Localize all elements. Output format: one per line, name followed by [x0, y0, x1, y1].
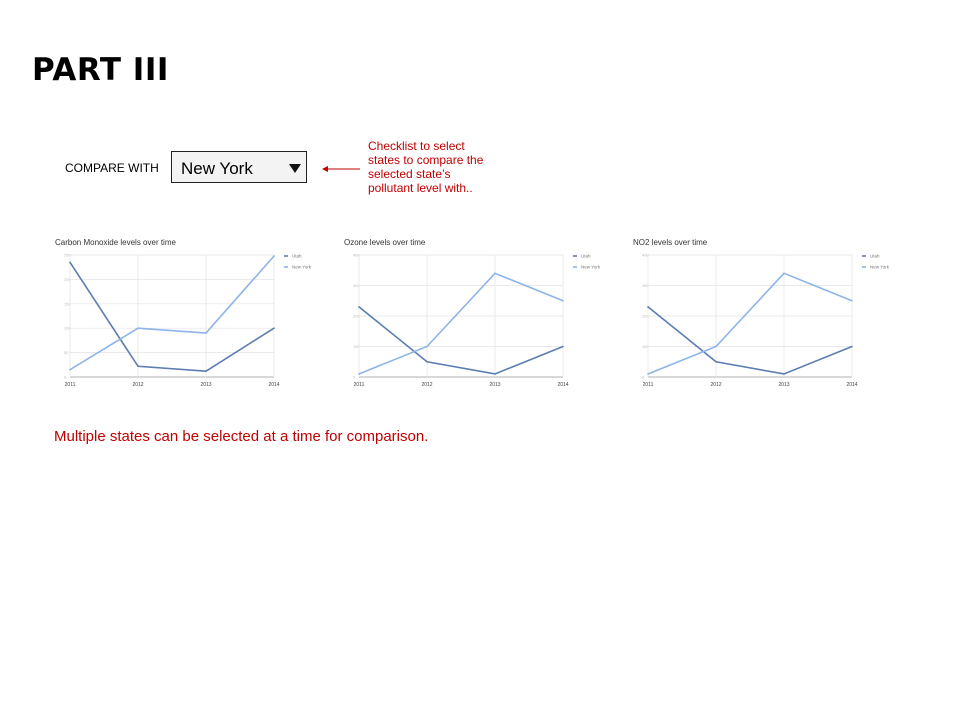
data-point: [851, 345, 853, 348]
chart-plot: 250 200 150 100 50 0 2011 2012 2013 2014 Utah New Y…: [64, 253, 312, 389]
data-point: [426, 360, 428, 363]
footer-note: Multiple states can be selected at a tim…: [54, 428, 429, 445]
x-tick-label: 2014: [268, 382, 279, 388]
y-tick-label: 200: [353, 314, 360, 319]
y-tick-label: 0: [64, 375, 67, 380]
series-line-new-york: [358, 272, 564, 375]
x-tick-label: 2013: [778, 382, 789, 388]
legend-label: Utah: [870, 254, 880, 259]
chart-no2: NO2 levels over time 400 300 200 100 0 2011 20…: [633, 232, 913, 397]
x-tick-label: 2012: [132, 382, 143, 388]
data-point: [494, 272, 496, 275]
series-line-new-york: [69, 255, 275, 371]
page-title: PART III: [32, 52, 169, 88]
y-tick-label: 100: [353, 344, 360, 349]
data-point: [358, 373, 360, 375]
y-tick-label: 250: [64, 253, 71, 258]
chart-title: Carbon Monoxide levels over time: [55, 238, 176, 247]
data-point: [715, 360, 717, 363]
x-tick-label: 2011: [65, 382, 76, 388]
y-tick-label: 300: [642, 283, 649, 288]
x-tick-label: 2014: [846, 382, 857, 388]
x-tick-label: 2011: [643, 382, 654, 388]
y-tick-label: 0: [642, 375, 645, 380]
series-line-utah: [647, 306, 853, 375]
legend-label: New York: [870, 265, 890, 270]
data-point: [426, 345, 428, 348]
chart-carbon-monoxide: Carbon Monoxide levels over time 250 200 1…: [55, 232, 335, 397]
y-tick-label: 200: [642, 314, 649, 319]
data-point: [273, 327, 275, 329]
legend-label: Utah: [581, 254, 591, 259]
chart-plot: 400 300 200 100 0 2011 2012 2013 2014 Utah New Yor…: [642, 253, 890, 389]
y-tick-label: 50: [64, 350, 69, 355]
data-point: [273, 255, 275, 257]
data-point: [647, 373, 649, 375]
series-line-utah: [358, 306, 564, 375]
data-point: [715, 345, 717, 348]
legend-label: New York: [581, 265, 601, 270]
annotation-arrow-icon: [322, 166, 360, 172]
compare-state-dropdown[interactable]: New York: [171, 151, 307, 183]
data-point: [562, 299, 564, 302]
data-point: [851, 299, 853, 302]
chart-title: Ozone levels over time: [344, 238, 426, 247]
y-tick-label: 400: [353, 253, 360, 258]
annotation-note: Checklist to select states to compare th…: [368, 139, 484, 195]
chart-plot: 400 300 200 100 0 2011 2012 2013 2014 Utah New Yor…: [353, 253, 601, 389]
y-tick-label: 400: [642, 253, 649, 258]
y-tick-label: 300: [353, 283, 360, 288]
data-point: [783, 272, 785, 275]
chart-title: NO2 levels over time: [633, 238, 708, 247]
data-point: [69, 261, 71, 264]
data-point: [358, 306, 360, 308]
dropdown-selected-value: New York: [181, 159, 253, 178]
series-line-utah: [69, 261, 275, 372]
dropdown-arrow-icon[interactable]: [289, 164, 301, 173]
data-point: [137, 327, 139, 329]
x-tick-label: 2014: [557, 382, 568, 388]
legend-label: New York: [292, 265, 312, 270]
data-point: [69, 368, 71, 371]
x-tick-label: 2012: [710, 382, 721, 388]
x-tick-label: 2012: [421, 382, 432, 388]
data-point: [562, 345, 564, 348]
data-point: [783, 373, 785, 375]
x-tick-label: 2013: [200, 382, 211, 388]
data-point: [647, 306, 649, 308]
chart-ozone: Ozone levels over time 400 300 200 100 0 2011…: [344, 232, 624, 397]
legend-label: Utah: [292, 254, 302, 259]
x-tick-label: 2011: [354, 382, 365, 388]
series-line-new-york: [647, 272, 853, 375]
x-tick-label: 2013: [489, 382, 500, 388]
data-point: [137, 365, 139, 368]
y-tick-label: 0: [353, 375, 356, 380]
y-tick-label: 100: [64, 326, 71, 331]
compare-with-label: COMPARE WITH: [65, 161, 159, 175]
data-point: [205, 332, 207, 334]
y-tick-label: 100: [642, 344, 649, 349]
data-point: [205, 370, 207, 372]
data-point: [494, 373, 496, 375]
y-tick-label: 150: [64, 301, 71, 306]
y-tick-label: 200: [64, 277, 71, 282]
